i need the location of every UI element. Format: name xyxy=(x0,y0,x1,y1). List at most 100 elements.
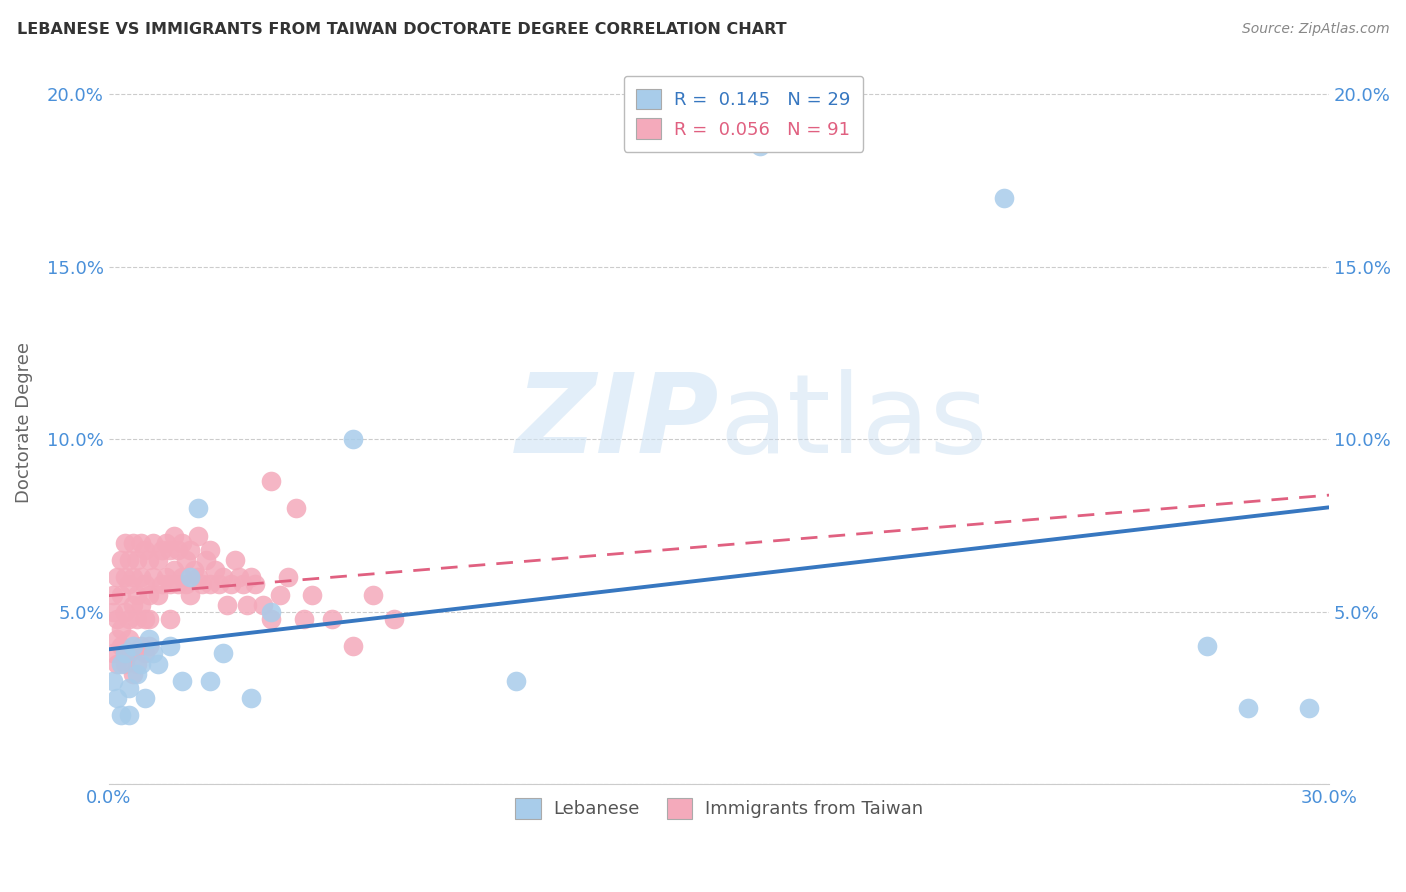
Point xyxy=(122,536,145,550)
Point xyxy=(159,542,181,557)
Point xyxy=(284,501,307,516)
Point xyxy=(207,577,229,591)
Point xyxy=(138,588,160,602)
Point xyxy=(110,553,132,567)
Point xyxy=(260,474,283,488)
Text: Source: ZipAtlas.com: Source: ZipAtlas.com xyxy=(1241,22,1389,37)
Point xyxy=(134,577,156,591)
Point xyxy=(342,640,364,654)
Point xyxy=(1298,701,1320,715)
Point xyxy=(134,691,156,706)
Point xyxy=(142,646,165,660)
Point xyxy=(127,657,149,671)
Point xyxy=(505,673,527,688)
Point xyxy=(114,605,136,619)
Point xyxy=(179,570,201,584)
Point xyxy=(101,673,124,688)
Point xyxy=(134,542,156,557)
Point xyxy=(101,646,124,660)
Point xyxy=(101,588,124,602)
Text: atlas: atlas xyxy=(718,368,987,475)
Point xyxy=(150,542,173,557)
Point xyxy=(127,612,149,626)
Point xyxy=(127,588,149,602)
Point xyxy=(204,563,226,577)
Point xyxy=(187,570,209,584)
Point xyxy=(105,612,128,626)
Point xyxy=(200,542,222,557)
Point xyxy=(159,612,181,626)
Point xyxy=(114,536,136,550)
Point xyxy=(118,646,141,660)
Text: LEBANESE VS IMMIGRANTS FROM TAIWAN DOCTORATE DEGREE CORRELATION CHART: LEBANESE VS IMMIGRANTS FROM TAIWAN DOCTO… xyxy=(17,22,786,37)
Point xyxy=(105,570,128,584)
Point xyxy=(260,605,283,619)
Point xyxy=(215,598,238,612)
Point xyxy=(134,612,156,626)
Point xyxy=(269,588,291,602)
Point xyxy=(321,612,343,626)
Point xyxy=(174,577,197,591)
Point xyxy=(224,553,246,567)
Point xyxy=(748,139,770,153)
Point xyxy=(127,553,149,567)
Point xyxy=(105,632,128,647)
Point xyxy=(110,708,132,723)
Point xyxy=(179,542,201,557)
Point xyxy=(110,657,132,671)
Point xyxy=(183,563,205,577)
Point xyxy=(167,542,190,557)
Point xyxy=(146,657,169,671)
Point xyxy=(101,605,124,619)
Point xyxy=(118,632,141,647)
Point xyxy=(993,191,1015,205)
Point xyxy=(155,570,177,584)
Point xyxy=(163,529,186,543)
Point xyxy=(114,570,136,584)
Point xyxy=(252,598,274,612)
Point xyxy=(301,588,323,602)
Point xyxy=(142,570,165,584)
Point xyxy=(240,691,263,706)
Point xyxy=(134,646,156,660)
Point xyxy=(159,577,181,591)
Point xyxy=(118,553,141,567)
Point xyxy=(1197,640,1219,654)
Point xyxy=(105,691,128,706)
Point xyxy=(232,577,254,591)
Point xyxy=(122,667,145,681)
Point xyxy=(118,708,141,723)
Point xyxy=(179,588,201,602)
Point xyxy=(146,588,169,602)
Point xyxy=(114,657,136,671)
Point xyxy=(187,529,209,543)
Point xyxy=(260,612,283,626)
Point xyxy=(110,640,132,654)
Point xyxy=(118,612,141,626)
Point xyxy=(382,612,405,626)
Point xyxy=(163,563,186,577)
Point xyxy=(110,622,132,636)
Point xyxy=(122,598,145,612)
Point xyxy=(142,536,165,550)
Point xyxy=(228,570,250,584)
Point xyxy=(240,570,263,584)
Legend: Lebanese, Immigrants from Taiwan: Lebanese, Immigrants from Taiwan xyxy=(508,791,929,826)
Point xyxy=(236,598,259,612)
Point xyxy=(277,570,299,584)
Point xyxy=(174,553,197,567)
Point xyxy=(159,640,181,654)
Point xyxy=(245,577,267,591)
Point xyxy=(361,588,384,602)
Point xyxy=(187,501,209,516)
Point xyxy=(219,577,242,591)
Y-axis label: Doctorate Degree: Doctorate Degree xyxy=(15,342,32,502)
Point xyxy=(118,577,141,591)
Point xyxy=(129,536,152,550)
Point xyxy=(129,657,152,671)
Text: ZIP: ZIP xyxy=(516,368,718,475)
Point xyxy=(170,536,193,550)
Point xyxy=(129,598,152,612)
Point xyxy=(129,570,152,584)
Point xyxy=(167,577,190,591)
